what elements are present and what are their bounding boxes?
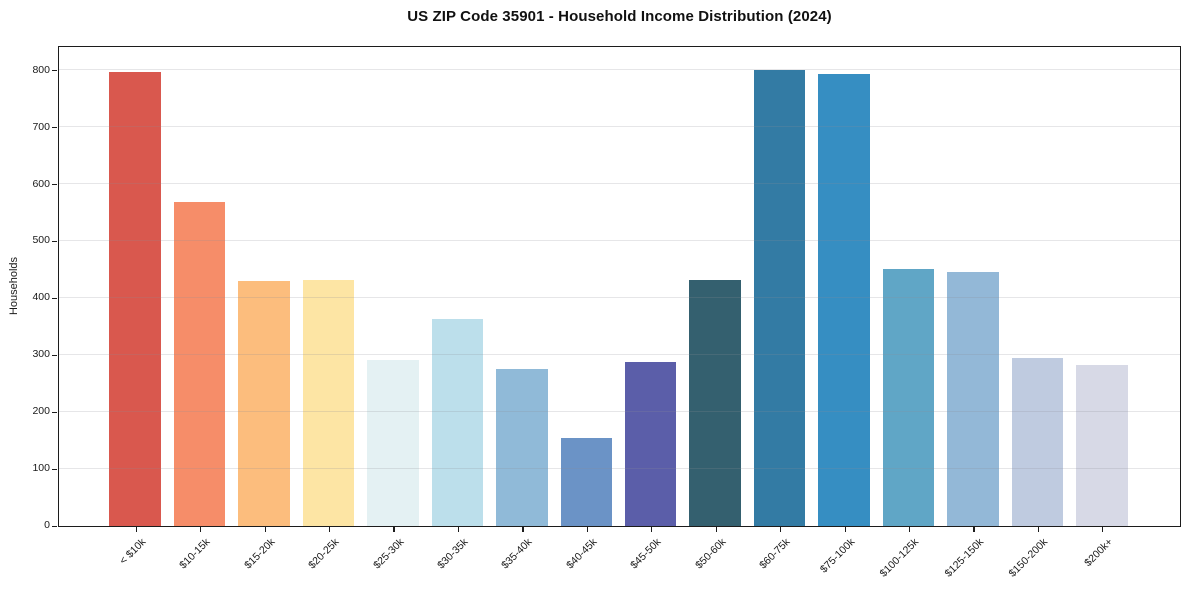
x-tick-label-$15-20k: $15-20k (241, 536, 278, 572)
y-tick-label-800: 800 (32, 63, 50, 76)
y-tick-label-700: 700 (32, 120, 50, 133)
gridline-100 (59, 467, 1180, 469)
x-tick-mark-< $10k (135, 527, 137, 532)
y-tick-mark-100 (52, 468, 57, 470)
chart-title: US ZIP Code 35901 - Household Income Dis… (407, 8, 832, 25)
x-tick-label-$50-60k: $50-60k (692, 536, 729, 572)
y-tick-label-300: 300 (32, 348, 50, 361)
gridline-400 (59, 296, 1180, 298)
x-tick-label-$20-25k: $20-25k (306, 536, 342, 572)
x-tick-mark-$40-45k (586, 527, 588, 532)
x-tick-mark-$125-150k (973, 527, 975, 532)
bar-$50-60k (689, 279, 741, 526)
y-tick-mark-200 (52, 411, 57, 413)
x-tick-label-$35-40k: $35-40k (499, 536, 535, 572)
x-tick-label-$75-100k: $75-100k (817, 536, 858, 576)
x-tick-mark-$150-200k (1037, 527, 1040, 532)
bar-$200k+ (1076, 364, 1128, 526)
y-tick-mark-600 (52, 184, 57, 186)
x-tick-label-$150-200k: $150-200k (1006, 536, 1051, 580)
x-tick-mark-$25-30k (393, 527, 395, 532)
bar-$75-100k (818, 73, 870, 526)
bar-$40-45k (560, 437, 613, 526)
bar-$125-150k (947, 271, 999, 526)
y-tick-mark-700 (52, 127, 57, 129)
x-tick-mark-$200k+ (1102, 527, 1104, 532)
y-tick-label-200: 200 (32, 405, 50, 418)
x-tick-label-$45-50k: $45-50k (628, 536, 664, 572)
y-tick-label-400: 400 (32, 291, 50, 304)
x-tick-label-$60-75k: $60-75k (757, 536, 793, 572)
bar-$150-200k (1011, 358, 1064, 526)
y-tick-label-0: 0 (44, 519, 50, 531)
bar-$60-75k (753, 70, 806, 526)
bar-$10-15k (173, 202, 226, 526)
bar-$15-20k (238, 281, 290, 526)
gridline-500 (59, 239, 1180, 241)
x-tick-mark-$20-25k (329, 527, 331, 532)
y-tick-label-100: 100 (32, 462, 50, 475)
x-tick-mark-$45-50k (651, 527, 653, 532)
y-tick-label-500: 500 (32, 234, 50, 247)
x-tick-label-$25-30k: $25-30k (370, 536, 406, 572)
bar-$30-35k (431, 319, 484, 526)
bar-$45-50k (624, 361, 677, 526)
x-tick-label-$200k+: $200k+ (1081, 536, 1115, 570)
x-tick-label-$125-150k: $125-150k (942, 536, 986, 580)
y-tick-mark-0 (52, 525, 57, 527)
x-tick-label-$40-45k: $40-45k (563, 536, 600, 572)
y-tick-mark-400 (52, 297, 57, 300)
y-axis-label: Households (8, 256, 20, 316)
x-tick-mark-$60-75k (780, 527, 782, 532)
gridline-600 (59, 183, 1180, 185)
gridline-700 (59, 126, 1180, 128)
x-tick-mark-$10-15k (200, 527, 202, 532)
gridline-800 (59, 69, 1180, 71)
x-tick-mark-$75-100k (844, 527, 846, 532)
bar-$20-25k (302, 280, 355, 526)
x-tick-label-$30-35k: $30-35k (435, 536, 471, 572)
y-tick-mark-800 (52, 70, 57, 72)
gridline-300 (59, 353, 1180, 355)
bar-$35-40k (496, 368, 548, 526)
bar-< $10k (109, 72, 161, 526)
x-tick-mark-$35-40k (522, 527, 524, 532)
y-tick-mark-300 (52, 354, 57, 356)
gridline-200 (59, 410, 1180, 412)
x-tick-mark-$30-35k (457, 527, 460, 532)
x-tick-mark-$100-125k (908, 527, 911, 532)
x-tick-mark-$50-60k (715, 527, 717, 532)
bar-$25-30k (367, 359, 419, 526)
y-tick-mark-500 (52, 240, 57, 243)
y-tick-label-600: 600 (32, 177, 50, 190)
x-tick-mark-$15-20k (264, 527, 266, 532)
x-tick-label-$10-15k: $10-15k (177, 536, 213, 572)
x-tick-label-$100-125k: $100-125k (877, 536, 922, 580)
x-tick-label-< $10k: < $10k (117, 536, 149, 567)
bar-$100-125k (882, 268, 935, 526)
plot-area (58, 46, 1181, 527)
